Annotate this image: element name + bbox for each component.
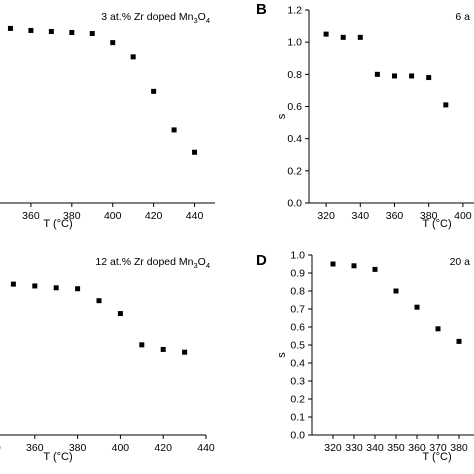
data-point: [456, 338, 462, 344]
y-tick-label: 0.1: [290, 412, 305, 424]
data-point: [372, 266, 378, 272]
y-tick-label: 0.5: [290, 340, 305, 352]
y-axis-label: s: [276, 113, 288, 119]
data-point: [89, 30, 95, 36]
y-tick-label: 0.2: [290, 394, 305, 406]
y-tick-label: 1.0: [287, 37, 302, 49]
x-tick-label: 380: [450, 442, 468, 454]
data-point: [443, 102, 449, 108]
data-point: [10, 281, 16, 287]
panel-b: 320 340 360 380 400 0.0 0.2 0.4 0.6 0.8 1.0 1.2 T (°…: [256, 1, 474, 230]
data-point: [110, 40, 116, 46]
data-point: [330, 261, 336, 267]
data-point: [53, 285, 59, 291]
data-point: [48, 28, 54, 34]
x-tick-label: 340: [352, 210, 370, 222]
y-axis-label: s: [276, 352, 288, 358]
y-tick-label: 0.3: [290, 376, 305, 388]
y-tick-label: 1.2: [287, 5, 302, 17]
panel-label: D: [256, 252, 267, 269]
data-point: [409, 73, 415, 79]
x-axis-label: T (°C): [422, 218, 451, 230]
data-point: [357, 34, 363, 40]
data-point: [151, 88, 157, 94]
data-point: [171, 127, 177, 133]
y-tick-label: 0.8: [287, 69, 302, 81]
data-point: [96, 298, 102, 304]
y-tick-label: 0.6: [290, 322, 305, 334]
x-tick-label: 370: [429, 442, 447, 454]
x-tick-label: 380: [420, 210, 438, 222]
x-tick-label: 380: [69, 442, 87, 454]
y-tick-label: 0.4: [290, 358, 305, 370]
data-point: [69, 29, 75, 35]
panel-title: 3 at.% Zr doped Mn3O4: [101, 11, 210, 25]
panel-label: B: [256, 1, 267, 18]
data-point: [7, 25, 13, 31]
x-tick-label: 400: [454, 210, 472, 222]
x-tick-label: 340: [0, 442, 1, 454]
panel-d: 320 330 340 350 360 370 380 0.0 0.1 0.2 0.3 0.4 0.5 0…: [256, 250, 474, 463]
data-point: [28, 27, 34, 33]
y-tick-label: 0.4: [287, 133, 302, 145]
data-point: [323, 31, 329, 37]
x-tick-label: 420: [154, 442, 172, 454]
x-tick-label: 360: [26, 442, 44, 454]
data-point: [392, 73, 397, 79]
x-tick-label: 350: [387, 442, 405, 454]
x-tick-label: 400: [112, 442, 130, 454]
y-tick-label: 0.7: [290, 304, 305, 316]
x-tick-label: 320: [317, 210, 335, 222]
x-axis-label: T (°C): [43, 451, 72, 463]
x-tick-label: 320: [324, 442, 342, 454]
panel-c: 340 360 380 400 420 440 T (°C) 12 at.% Zr doped…: [0, 256, 215, 463]
x-tick-label: 380: [63, 210, 81, 222]
data-point: [435, 326, 441, 332]
y-tick-label: 0.9: [290, 268, 305, 280]
y-tick-label: 0.8: [290, 286, 305, 298]
y-tick-label: 1.0: [290, 250, 305, 262]
y-tick-label: 0.2: [287, 165, 302, 177]
panel-a: 340360380400420440T (°C)3 at.% Zr doped …: [0, 11, 215, 230]
panel-title: 12 at.% Zr doped Mn3O4: [95, 256, 210, 270]
y-tick-label: 0.0: [290, 430, 305, 442]
data-point: [130, 54, 136, 60]
x-axis-label: T (°C): [422, 451, 451, 463]
x-axis-label: T (°C): [43, 218, 72, 230]
y-tick-label: 0.6: [287, 101, 302, 113]
x-tick-label: 360: [408, 442, 426, 454]
panel-title: 20 a: [450, 256, 471, 268]
data-point: [117, 311, 123, 317]
data-point: [160, 346, 166, 352]
x-tick-label: 440: [186, 210, 204, 222]
y-tick-label: 0.0: [287, 198, 302, 210]
data-point: [75, 286, 81, 292]
data-point: [414, 304, 420, 310]
panel-title: 6 a: [455, 11, 470, 23]
x-tick-label: 340: [366, 442, 384, 454]
x-tick-label: 420: [145, 210, 163, 222]
data-point: [32, 283, 38, 289]
x-tick-label: 360: [22, 210, 40, 222]
data-point: [139, 342, 145, 348]
data-point: [182, 349, 188, 355]
x-tick-label: 440: [197, 442, 215, 454]
x-tick-label: 360: [386, 210, 404, 222]
x-tick-label: 400: [104, 210, 122, 222]
data-point: [393, 288, 399, 294]
x-tick-label: 330: [345, 442, 363, 454]
data-point: [426, 75, 432, 81]
data-point: [351, 263, 357, 269]
data-point: [192, 149, 198, 155]
data-point: [340, 34, 346, 40]
data-point: [374, 71, 380, 77]
